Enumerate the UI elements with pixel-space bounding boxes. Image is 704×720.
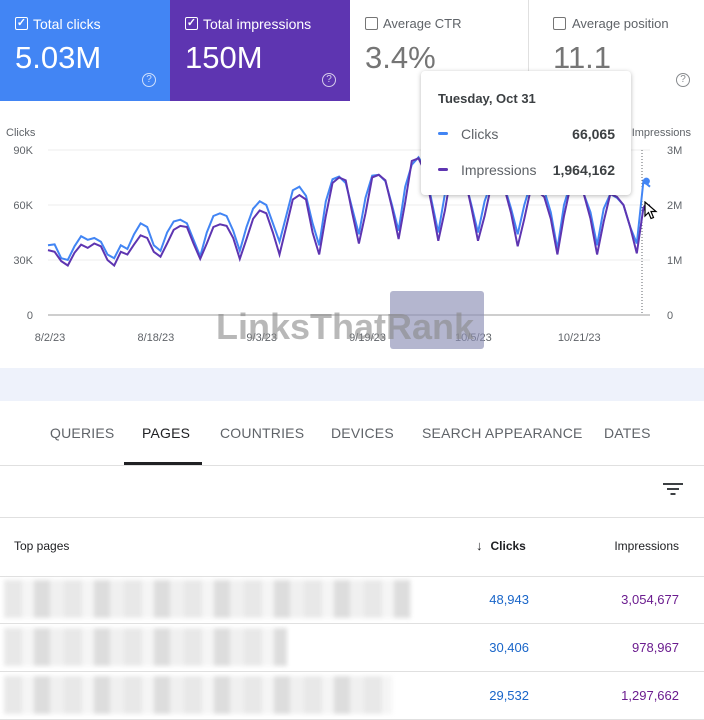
filter-icon[interactable] (663, 481, 683, 497)
x-tick-label: 8/18/23 (137, 332, 174, 344)
left-tick-label: 0 (27, 310, 33, 322)
tab-search-appearance[interactable]: SEARCH APPEARANCE (422, 425, 583, 441)
help-icon[interactable]: ? (322, 73, 336, 87)
tooltip-impressions-value: 1,964,162 (552, 162, 615, 178)
tooltip-impressions-swatch (438, 168, 448, 171)
help-icon[interactable]: ? (676, 73, 690, 87)
column-header-top-pages: Top pages (14, 539, 70, 553)
metric-value: 11.1 (553, 40, 612, 75)
blurred-page-url[interactable] (4, 628, 287, 666)
metric-label: Total impressions (203, 16, 312, 32)
x-tick-label: 9/3/23 (246, 332, 277, 344)
section-divider (0, 368, 704, 401)
right-tick-label: 1M (667, 255, 682, 267)
watermark: LinksThatRank (216, 291, 484, 349)
checkbox-unchecked-icon[interactable] (365, 17, 378, 30)
clicks-value: 30,406 (489, 640, 529, 655)
tooltip-clicks-swatch (438, 132, 448, 135)
right-tick-label: 2M (667, 200, 682, 212)
dimension-tabs: QUERIES PAGES COUNTRIES DEVICES SEARCH A… (0, 401, 704, 466)
left-tick-label: 30K (13, 255, 33, 267)
blurred-page-url[interactable] (4, 580, 411, 618)
chart-tooltip: Tuesday, Oct 31 Clicks 66,065 Impression… (421, 71, 631, 195)
table-row[interactable]: 30,406 978,967 (0, 624, 704, 672)
metric-label: Average position (572, 16, 669, 31)
mouse-cursor-icon (644, 201, 658, 220)
metric-value: 3.4% (365, 40, 436, 75)
metric-card-total-clicks[interactable]: ✓ Total clicks 5.03M ? (0, 0, 170, 101)
tab-pages[interactable]: PAGES (142, 425, 191, 441)
help-icon[interactable]: ? (142, 73, 156, 87)
x-tick-label: 8/2/23 (35, 332, 66, 344)
table-header: Top pages ↓ Clicks Impressions (0, 517, 704, 577)
clicks-value: 29,532 (489, 688, 529, 703)
right-tick-label: 0 (667, 310, 673, 322)
series-line-impressions (47, 157, 651, 268)
impressions-value: 3,054,677 (621, 592, 679, 607)
metric-label: Total clicks (33, 16, 101, 32)
tab-countries[interactable]: COUNTRIES (220, 425, 305, 441)
table-card: QUERIES PAGES COUNTRIES DEVICES SEARCH A… (0, 401, 704, 720)
svg-text:LinksThatRank: LinksThatRank (216, 306, 475, 347)
tooltip-clicks-value: 66,065 (572, 126, 615, 142)
checkbox-checked-icon[interactable]: ✓ (15, 17, 28, 30)
metric-value: 5.03M (15, 40, 102, 75)
performance-chart[interactable]: 0 30K 60K 90K 0 1M 2M 3M 8/2/23 8/18/23 9/3/23 9/… (0, 71, 704, 368)
table-row[interactable]: 48,943 3,054,677 (0, 576, 704, 624)
tooltip-impressions-label: Impressions (461, 162, 537, 178)
x-tick-label: 9/19/23 (349, 332, 386, 344)
tooltip-date: Tuesday, Oct 31 (438, 91, 536, 106)
hover-marker (642, 177, 650, 185)
column-header-clicks[interactable]: ↓ Clicks (476, 538, 526, 553)
x-tick-label: 10/21/23 (558, 332, 601, 344)
chart-svg: 0 30K 60K 90K 0 1M 2M 3M 8/2/23 8/18/23 9/3/23 9/… (6, 127, 692, 349)
column-header-clicks-label: Clicks (490, 539, 526, 553)
tab-queries[interactable]: QUERIES (50, 425, 115, 441)
left-tick-label: 90K (13, 145, 33, 157)
checkbox-checked-icon[interactable]: ✓ (185, 17, 198, 30)
left-tick-label: 60K (13, 200, 33, 212)
tooltip-clicks-label: Clicks (461, 126, 499, 142)
metric-label: Average CTR (383, 16, 462, 31)
table-row[interactable]: 29,532 1,297,662 (0, 672, 704, 720)
metric-value: 150M (185, 40, 263, 75)
blurred-page-url[interactable] (4, 676, 392, 714)
clicks-value: 48,943 (489, 592, 529, 607)
right-tick-label: 3M (667, 145, 682, 157)
impressions-value: 978,967 (632, 640, 679, 655)
impressions-value: 1,297,662 (621, 688, 679, 703)
left-axis-label: Clicks (6, 127, 36, 139)
right-axis-label: Impressions (632, 127, 692, 139)
metric-card-total-impressions[interactable]: ✓ Total impressions 150M ? (170, 0, 350, 101)
tab-dates[interactable]: DATES (604, 425, 651, 441)
active-tab-indicator (124, 462, 202, 465)
checkbox-unchecked-icon[interactable] (553, 17, 566, 30)
sort-descending-icon[interactable]: ↓ (476, 538, 483, 553)
tab-devices[interactable]: DEVICES (331, 425, 394, 441)
column-header-impressions[interactable]: Impressions (614, 539, 679, 553)
